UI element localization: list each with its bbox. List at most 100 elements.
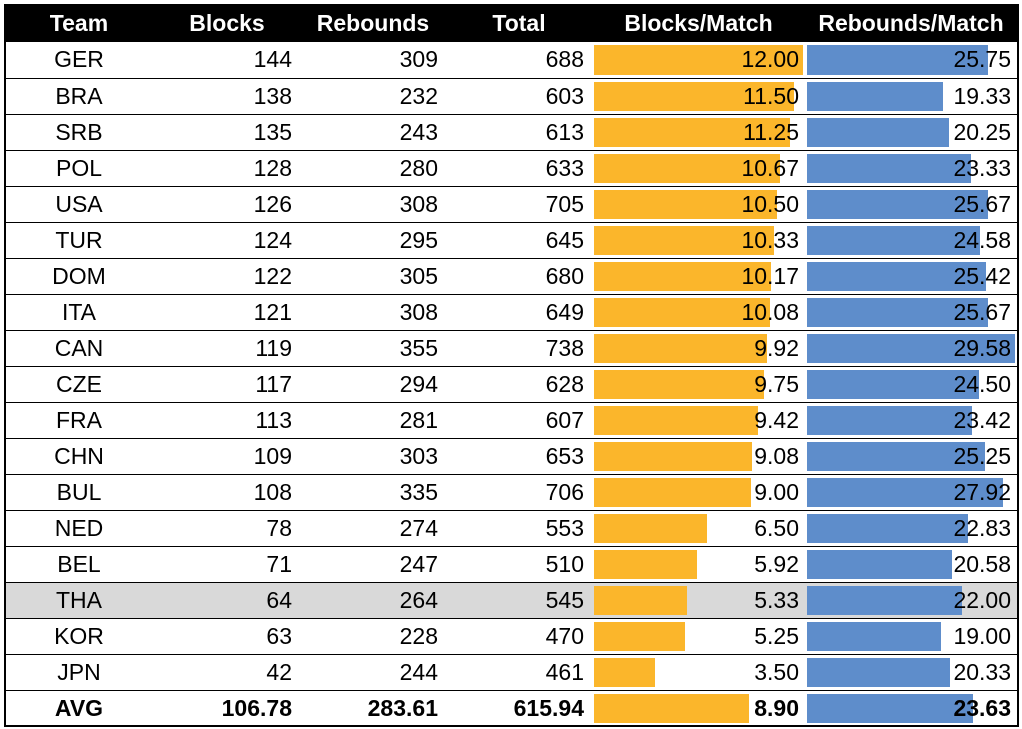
rebounds-per-match-value: 24.58 <box>953 226 1011 253</box>
rebounds-per-match-value: 22.83 <box>953 514 1011 541</box>
team-cell: NED <box>54 514 104 541</box>
blocks-per-match-cell: 10.08 <box>592 294 805 330</box>
total-cell: 688 <box>545 46 584 73</box>
team-cell: TUR <box>55 226 103 253</box>
blocks-per-match-bar <box>594 405 758 435</box>
blocks-per-match-value: 3.50 <box>754 658 799 685</box>
table-row: NED 78 274 553 6.50 22.83 <box>4 510 1017 546</box>
blocks-per-match-value: 11.50 <box>743 82 799 109</box>
blocks-per-match-cell: 9.00 <box>592 474 805 510</box>
rebounds-per-match-value: 20.33 <box>953 658 1011 685</box>
rebounds-per-match-bar <box>807 333 1015 363</box>
table-row: JPN 42 244 461 3.50 20.33 <box>4 654 1017 690</box>
rebounds-per-match-bar <box>807 477 1003 507</box>
table-row: CAN 119 355 738 9.92 29.58 <box>4 330 1017 366</box>
rebounds-per-match-cell: 25.25 <box>805 438 1017 474</box>
blocks-cell: 106.78 <box>221 694 292 721</box>
team-cell: FRA <box>56 406 102 433</box>
rebounds-per-match-bar <box>807 549 952 579</box>
total-cell: 645 <box>545 226 584 253</box>
blocks-cell: 64 <box>266 586 292 613</box>
team-cell: CZE <box>56 370 102 397</box>
blocks-cell: 108 <box>253 478 292 505</box>
rebounds-per-match-value: 24.50 <box>953 370 1011 397</box>
rebounds-cell: 264 <box>399 586 438 613</box>
total-cell: 706 <box>545 478 584 505</box>
rebounds-per-match-value: 23.42 <box>953 406 1011 433</box>
blocks-per-match-cell: 10.17 <box>592 258 805 294</box>
rebounds-per-match-value: 23.63 <box>953 694 1011 721</box>
rebounds-cell: 308 <box>399 190 438 217</box>
team-cell: BUL <box>56 478 102 505</box>
blocks-cell: 124 <box>253 226 292 253</box>
table-body: GER 144 309 688 12.00 25.75 BRA 138 232 603 11.50 1… <box>4 42 1017 726</box>
blocks-per-match-cell: 8.90 <box>592 690 805 726</box>
rebounds-per-match-bar <box>807 441 985 471</box>
blocks-cell: 63 <box>266 622 292 649</box>
rebounds-per-match-value: 20.25 <box>953 118 1011 145</box>
rebounds-per-match-bar <box>807 657 950 687</box>
blocks-per-match-bar <box>594 297 770 327</box>
blocks-cell: 42 <box>266 658 292 685</box>
rebounds-per-match-cell: 19.33 <box>805 78 1017 114</box>
rebounds-per-match-bar <box>807 513 968 543</box>
blocks-per-match-bar <box>594 549 697 579</box>
blocks-cell: 135 <box>253 118 292 145</box>
blocks-per-match-bar <box>594 117 790 147</box>
rebounds-per-match-bar <box>807 369 979 399</box>
blocks-per-match-value: 10.17 <box>741 262 799 289</box>
rebounds-per-match-value: 22.00 <box>953 586 1011 613</box>
blocks-per-match-value: 10.33 <box>741 226 799 253</box>
blocks-cell: 126 <box>253 190 292 217</box>
blocks-cell: 144 <box>253 46 292 73</box>
blocks-cell: 128 <box>253 154 292 181</box>
blocks-per-match-bar <box>594 153 780 183</box>
rebounds-per-match-value: 23.33 <box>953 154 1011 181</box>
rebounds-per-match-bar <box>807 693 973 723</box>
rebounds-per-match-bar <box>807 225 980 255</box>
table-row: CHN 109 303 653 9.08 25.25 <box>4 438 1017 474</box>
rebounds-per-match-cell: 20.33 <box>805 654 1017 690</box>
blocks-per-match-bar <box>594 621 685 651</box>
blocks-cell: 113 <box>255 406 292 433</box>
blocks-per-match-cell: 9.42 <box>592 402 805 438</box>
average-row: AVG 106.78 283.61 615.94 8.90 23.63 <box>4 690 1017 726</box>
rebounds-per-match-bar <box>807 585 962 615</box>
blocks-per-match-cell: 5.25 <box>592 618 805 654</box>
rebounds-cell: 295 <box>399 226 438 253</box>
stats-table: Team Blocks Rebounds Total Blocks/Match … <box>4 4 1017 727</box>
header-rebounds-per-match: Rebounds/Match <box>818 9 1004 36</box>
blocks-per-match-value: 9.00 <box>754 478 799 505</box>
blocks-cell: 138 <box>253 82 292 109</box>
blocks-cell: 119 <box>255 334 292 361</box>
rebounds-per-match-value: 25.75 <box>953 46 1011 72</box>
blocks-per-match-cell: 11.50 <box>592 78 805 114</box>
blocks-per-match-bar <box>594 693 749 723</box>
blocks-cell: 117 <box>255 370 292 397</box>
rebounds-cell: 247 <box>399 550 438 577</box>
table-row: BUL 108 335 706 9.00 27.92 <box>4 474 1017 510</box>
rebounds-cell: 294 <box>399 370 438 397</box>
total-cell: 738 <box>545 334 584 361</box>
rebounds-cell: 283.61 <box>367 694 438 721</box>
team-cell: CAN <box>54 334 104 361</box>
blocks-cell: 71 <box>266 550 292 577</box>
blocks-per-match-value: 5.92 <box>754 550 799 577</box>
rebounds-per-match-cell: 20.58 <box>805 546 1017 582</box>
rebounds-per-match-bar <box>807 297 988 327</box>
rebounds-per-match-value: 27.92 <box>953 478 1011 505</box>
total-cell: 705 <box>545 190 584 217</box>
table-row: KOR 63 228 470 5.25 19.00 <box>4 618 1017 654</box>
blocks-per-match-cell: 9.75 <box>592 366 805 402</box>
rebounds-per-match-value: 20.58 <box>953 550 1011 577</box>
table-row: SRB 135 243 613 11.25 20.25 <box>4 114 1017 150</box>
blocks-per-match-value: 9.75 <box>754 370 799 397</box>
blocks-per-match-value: 8.90 <box>754 694 799 721</box>
rebounds-cell: 355 <box>399 334 438 361</box>
blocks-per-match-value: 5.33 <box>754 586 799 613</box>
team-cell: CHN <box>54 442 104 469</box>
rebounds-cell: 243 <box>399 118 438 145</box>
rebounds-per-match-cell: 23.42 <box>805 402 1017 438</box>
rebounds-per-match-cell: 25.67 <box>805 294 1017 330</box>
rebounds-per-match-bar <box>807 117 949 147</box>
